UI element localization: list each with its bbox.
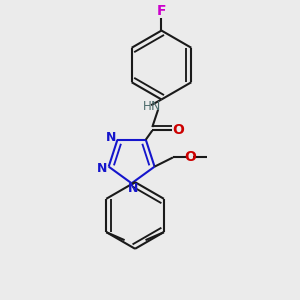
Text: N: N (97, 162, 107, 176)
Text: F: F (157, 4, 166, 18)
Text: H: H (143, 100, 152, 113)
Text: O: O (184, 151, 196, 164)
Text: N: N (128, 182, 139, 195)
Text: N: N (151, 100, 160, 113)
Text: N: N (106, 131, 116, 144)
Text: O: O (172, 124, 184, 137)
